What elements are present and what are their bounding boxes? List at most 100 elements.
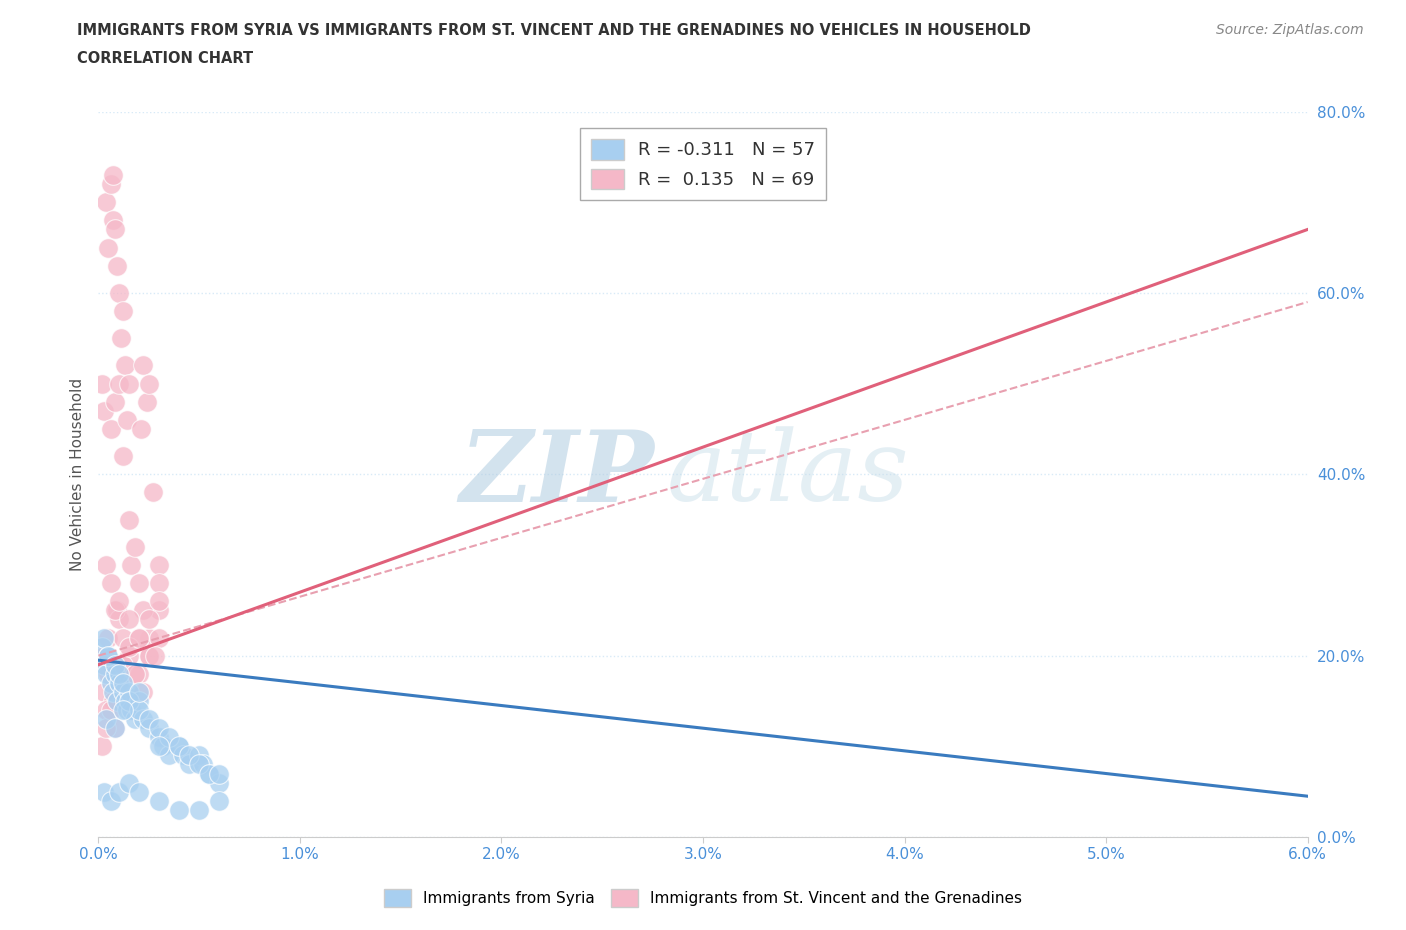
Point	[97, 648, 120, 663]
Point	[148, 603, 170, 618]
Point	[120, 558, 142, 573]
Point	[118, 684, 141, 699]
Point	[100, 421, 122, 436]
Point	[103, 667, 125, 682]
Point	[132, 711, 155, 726]
Point	[107, 675, 129, 690]
Y-axis label: No Vehicles in Household: No Vehicles in Household	[69, 378, 84, 571]
Point	[111, 631, 134, 645]
Point	[118, 639, 141, 654]
Point	[157, 748, 180, 763]
Point	[198, 766, 221, 781]
Point	[111, 658, 134, 672]
Point	[152, 738, 174, 753]
Point	[118, 648, 141, 663]
Point	[132, 603, 155, 618]
Point	[107, 612, 129, 627]
Point	[172, 748, 194, 763]
Point	[142, 485, 165, 500]
Point	[103, 603, 125, 618]
Point	[93, 784, 115, 799]
Point	[138, 711, 160, 726]
Point	[96, 195, 118, 210]
Point	[143, 648, 166, 663]
Point	[103, 658, 125, 672]
Point	[97, 667, 120, 682]
Point	[100, 793, 122, 808]
Point	[110, 331, 132, 346]
Point	[101, 213, 124, 228]
Point	[101, 167, 124, 182]
Point	[179, 748, 201, 763]
Point	[124, 539, 146, 554]
Point	[124, 667, 146, 682]
Point	[105, 694, 128, 709]
Point	[103, 394, 125, 409]
Point	[96, 721, 118, 736]
Point	[97, 631, 120, 645]
Point	[138, 612, 160, 627]
Point	[107, 675, 129, 690]
Point	[148, 576, 170, 591]
Point	[138, 377, 160, 392]
Point	[208, 793, 231, 808]
Point	[107, 286, 129, 300]
Point	[93, 684, 115, 699]
Point	[111, 303, 134, 318]
Point	[103, 721, 125, 736]
Point	[111, 675, 134, 690]
Point	[96, 711, 118, 726]
Point	[132, 358, 155, 373]
Point	[188, 757, 211, 772]
Point	[148, 730, 170, 745]
Point	[135, 394, 157, 409]
Point	[167, 803, 190, 817]
Point	[128, 684, 150, 699]
Point	[96, 667, 118, 682]
Point	[96, 703, 118, 718]
Text: atlas: atlas	[666, 427, 910, 522]
Point	[208, 776, 231, 790]
Point	[103, 222, 125, 237]
Point	[193, 757, 215, 772]
Point	[198, 766, 221, 781]
Point	[100, 703, 122, 718]
Point	[118, 512, 141, 527]
Point	[91, 639, 114, 654]
Point	[115, 413, 138, 428]
Point	[97, 240, 120, 255]
Point	[91, 738, 114, 753]
Point	[111, 703, 134, 718]
Point	[114, 358, 136, 373]
Point	[93, 631, 115, 645]
Point	[167, 738, 190, 753]
Point	[115, 703, 138, 718]
Point	[138, 721, 160, 736]
Point	[101, 684, 124, 699]
Point	[93, 658, 115, 672]
Point	[148, 558, 170, 573]
Point	[105, 259, 128, 273]
Point	[157, 730, 180, 745]
Text: IMMIGRANTS FROM SYRIA VS IMMIGRANTS FROM ST. VINCENT AND THE GRENADINES NO VEHIC: IMMIGRANTS FROM SYRIA VS IMMIGRANTS FROM…	[77, 23, 1031, 38]
Point	[107, 377, 129, 392]
Text: Source: ZipAtlas.com: Source: ZipAtlas.com	[1216, 23, 1364, 37]
Point	[107, 667, 129, 682]
Point	[128, 784, 150, 799]
Point	[188, 748, 211, 763]
Point	[128, 703, 150, 718]
Point	[118, 377, 141, 392]
Point	[93, 648, 115, 663]
Point	[114, 694, 136, 709]
Point	[167, 738, 190, 753]
Point	[188, 803, 211, 817]
Point	[148, 721, 170, 736]
Legend: R = -0.311   N = 57, R =  0.135   N = 69: R = -0.311 N = 57, R = 0.135 N = 69	[581, 128, 825, 200]
Point	[118, 776, 141, 790]
Point	[93, 404, 115, 418]
Point	[128, 631, 150, 645]
Point	[129, 421, 152, 436]
Point	[128, 694, 150, 709]
Point	[128, 576, 150, 591]
Point	[138, 648, 160, 663]
